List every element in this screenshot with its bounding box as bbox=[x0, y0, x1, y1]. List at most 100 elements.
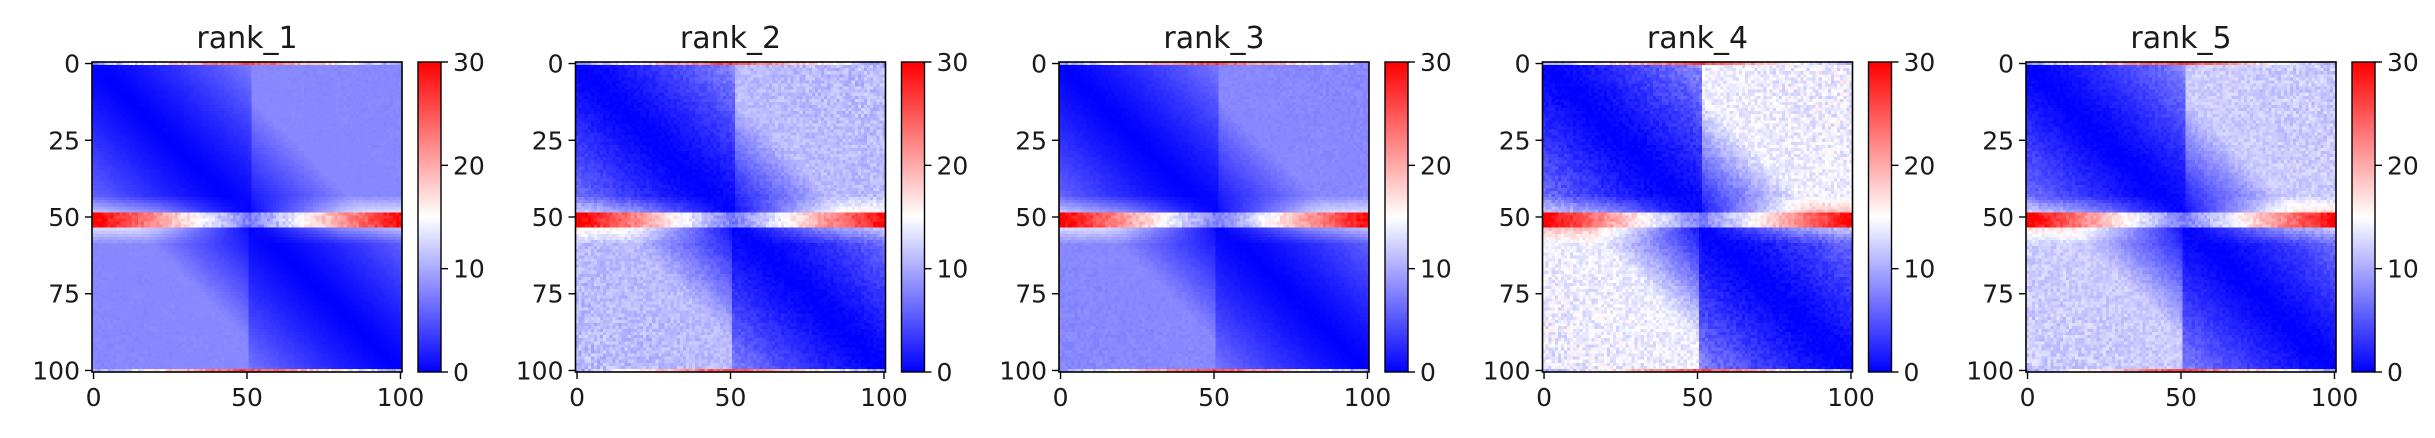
heatmap-cell bbox=[254, 123, 259, 127]
heatmap-cell bbox=[365, 101, 369, 106]
heatmap-cell bbox=[171, 129, 176, 133]
heatmap-cell bbox=[374, 166, 378, 170]
heatmap-cell bbox=[371, 89, 375, 94]
heatmap-cell bbox=[346, 166, 351, 170]
heatmap-cell bbox=[104, 114, 108, 118]
heatmap-cell bbox=[162, 117, 167, 121]
heatmap-cell bbox=[187, 71, 191, 75]
heatmap-cell bbox=[349, 206, 354, 210]
heatmap-cell bbox=[263, 141, 268, 146]
heatmap-cell bbox=[144, 141, 148, 146]
heatmap-cell bbox=[254, 181, 259, 186]
heatmap-cell bbox=[392, 175, 397, 179]
heatmap-cell bbox=[309, 141, 314, 146]
heatmap-cell bbox=[306, 132, 311, 137]
heatmap-cell bbox=[395, 187, 400, 192]
heatmap-cell bbox=[245, 187, 249, 192]
heatmap-cell bbox=[92, 98, 96, 103]
heatmap-cell bbox=[276, 154, 280, 158]
heatmap-cell bbox=[150, 108, 154, 112]
heatmap-cell bbox=[205, 166, 209, 170]
heatmap-cell bbox=[386, 200, 391, 204]
heatmap-cell bbox=[263, 197, 268, 201]
heatmap-cell bbox=[359, 126, 363, 130]
heatmap-cell bbox=[208, 62, 213, 66]
heatmap-cell bbox=[359, 129, 363, 133]
heatmap-cell bbox=[276, 65, 280, 69]
heatmap-cell bbox=[325, 117, 329, 121]
heatmap-cell bbox=[319, 206, 323, 210]
heatmap-cell bbox=[110, 151, 114, 155]
heatmap-cell bbox=[171, 144, 176, 149]
heatmap-cell bbox=[147, 95, 151, 100]
heatmap-cell bbox=[150, 89, 154, 94]
heatmap-cell bbox=[190, 203, 194, 207]
heatmap-cell bbox=[392, 83, 397, 87]
heatmap-cell bbox=[395, 172, 400, 176]
heatmap-cell bbox=[371, 135, 375, 140]
heatmap-cell bbox=[181, 178, 185, 183]
heatmap-cell bbox=[291, 74, 295, 78]
heatmap-cell bbox=[128, 187, 133, 192]
heatmap-cell bbox=[101, 89, 105, 94]
heatmap-cell bbox=[309, 163, 314, 167]
heatmap-cell bbox=[395, 62, 400, 66]
heatmap-cell bbox=[316, 126, 320, 130]
heatmap-cell bbox=[101, 209, 105, 213]
heatmap-cell bbox=[325, 92, 329, 97]
heatmap-cell bbox=[270, 166, 274, 170]
heatmap-cell bbox=[92, 108, 96, 112]
heatmap-cell bbox=[260, 120, 265, 124]
heatmap-cell bbox=[92, 197, 96, 201]
heatmap-cell bbox=[285, 126, 289, 130]
heatmap-cell bbox=[214, 135, 219, 140]
heatmap-cell bbox=[328, 62, 332, 66]
heatmap-cell bbox=[174, 95, 179, 100]
heatmap-cell bbox=[395, 151, 400, 155]
heatmap-cell bbox=[171, 86, 176, 90]
heatmap-cell bbox=[211, 157, 216, 161]
heatmap-cell bbox=[138, 77, 142, 81]
heatmap-cell bbox=[337, 181, 341, 186]
heatmap-cell bbox=[312, 138, 317, 143]
heatmap-cell bbox=[190, 89, 194, 94]
heatmap-cell bbox=[322, 68, 326, 72]
heatmap-cell bbox=[273, 138, 277, 143]
heatmap-cell bbox=[202, 98, 206, 103]
heatmap-cell bbox=[233, 98, 237, 103]
heatmap-cell bbox=[398, 83, 403, 87]
heatmap-cell bbox=[270, 147, 274, 152]
heatmap-cell bbox=[171, 65, 176, 69]
heatmap-cell bbox=[184, 132, 188, 137]
heatmap-cell bbox=[355, 80, 360, 84]
heatmap-cell bbox=[150, 206, 154, 210]
heatmap-cell bbox=[134, 104, 139, 109]
heatmap-cell bbox=[291, 108, 295, 112]
heatmap-cell bbox=[285, 151, 289, 155]
heatmap-cell bbox=[383, 147, 387, 152]
heatmap-cell bbox=[352, 123, 357, 127]
heatmap-cell bbox=[294, 129, 298, 133]
heatmap-cell bbox=[328, 68, 332, 72]
heatmap-cell bbox=[174, 178, 179, 183]
heatmap-cell bbox=[392, 197, 397, 201]
heatmap-cell bbox=[279, 126, 283, 130]
heatmap-cell bbox=[242, 132, 246, 137]
heatmap-cell bbox=[340, 117, 345, 121]
heatmap-cell bbox=[101, 95, 105, 100]
heatmap-cell bbox=[398, 178, 403, 183]
heatmap-cell bbox=[300, 62, 305, 66]
heatmap-cell bbox=[328, 89, 332, 94]
heatmap-cell bbox=[134, 178, 139, 183]
heatmap-cell bbox=[389, 169, 394, 173]
heatmap-cell bbox=[359, 111, 363, 115]
heatmap-cell bbox=[325, 95, 329, 100]
heatmap-cell bbox=[251, 172, 256, 176]
heatmap-cell bbox=[355, 108, 360, 112]
heatmap-cell bbox=[159, 172, 163, 176]
heatmap-cell bbox=[92, 184, 96, 189]
heatmap-cell bbox=[174, 175, 179, 179]
heatmap-cell bbox=[285, 163, 289, 167]
heatmap-cell bbox=[288, 117, 292, 121]
heatmap-cell bbox=[352, 169, 357, 173]
